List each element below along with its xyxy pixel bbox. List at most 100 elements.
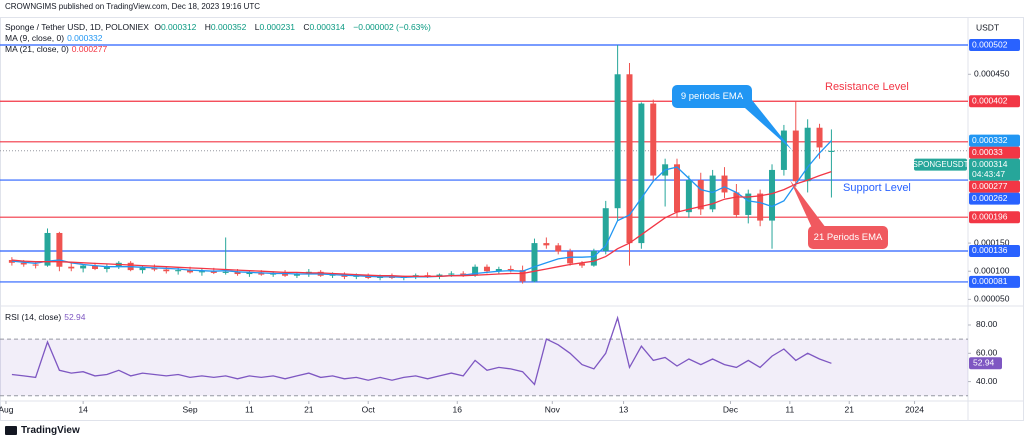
candle-body — [733, 192, 740, 215]
candle-body — [460, 273, 467, 276]
x-tick-label: Sep — [182, 404, 197, 414]
candle-body — [745, 193, 752, 215]
candle-body — [685, 180, 692, 213]
x-tick-label: 21 — [304, 404, 314, 414]
legend-name: MA (21, close, 0) — [5, 44, 69, 54]
c-label: C — [303, 22, 310, 32]
price-label-box — [969, 192, 1020, 205]
price-label-box — [969, 211, 1020, 224]
x-tick-label: 21 — [844, 404, 854, 414]
candle-body — [20, 262, 27, 265]
ohlc: O0.000312 — [154, 22, 199, 32]
price-label: 0.000332 — [969, 134, 1020, 147]
candle-body — [543, 243, 550, 246]
change: −0.000002 (−0.63%) — [353, 22, 431, 32]
rsi-label-box — [969, 357, 1002, 370]
candle-body — [44, 232, 51, 266]
candle-body — [175, 270, 182, 272]
series-line — [11, 140, 832, 279]
candle-body — [222, 271, 229, 273]
price-label: 0.000402 — [969, 95, 1020, 108]
y-tick-label: 0.000450 — [974, 69, 1010, 79]
h-value: 0.000352 — [210, 22, 247, 32]
legend-main: Sponge / Tether USD, 1D, POLONIEX O0.000… — [5, 22, 434, 32]
candle-body — [139, 267, 146, 271]
candle-body — [674, 164, 681, 213]
candle-body — [293, 274, 300, 276]
price-label-box — [969, 275, 1020, 288]
candle-body — [590, 250, 597, 266]
x-tick-label: 2024 — [905, 404, 924, 414]
c-value: 0.000314 — [309, 22, 345, 32]
price-label-box — [969, 134, 1020, 147]
currency: USDT — [976, 22, 999, 32]
legend-value: 0.000332 — [67, 33, 103, 43]
candle-body — [638, 103, 645, 244]
price-label: 0.00033 — [969, 146, 1020, 159]
price-label-text: 0.000136 — [972, 245, 1008, 255]
price-label-text: 0.000277 — [972, 181, 1008, 191]
candle-body — [697, 180, 704, 210]
price-label: 0.000196 — [969, 211, 1020, 224]
candle-body — [68, 266, 75, 269]
symbol-title: Sponge / Tether USD, 1D, POLONIEX — [5, 22, 149, 32]
candle-body — [757, 193, 764, 221]
price-label: 0.000502 — [969, 39, 1020, 52]
candle-body — [578, 263, 585, 266]
candle-body — [507, 268, 514, 271]
series-line — [11, 170, 832, 277]
publisher: CROWNGIMS published on TradingView.com, … — [5, 2, 261, 11]
countdown: 04:43:47 — [972, 169, 1005, 179]
candle-body — [792, 130, 799, 182]
candle-body — [495, 268, 502, 272]
y-tick-label: 80.00 — [976, 319, 998, 329]
price-label: 0.000081 — [969, 275, 1020, 288]
legend-value: 52.94 — [64, 312, 86, 322]
series-line — [11, 315, 832, 386]
price-label-text: 0.000262 — [972, 193, 1008, 203]
candle-body — [210, 271, 217, 273]
l-value: 0.000231 — [259, 22, 295, 32]
y-tick-label: 0.000100 — [974, 265, 1010, 275]
price-label-text: 0.000502 — [972, 39, 1008, 49]
legend-ma9: MA (9, close, 0) 0.000332 — [5, 33, 106, 43]
price-label-box — [969, 146, 1020, 159]
price-label-text: 0.000402 — [972, 96, 1008, 106]
annotation: Support Level — [843, 182, 911, 194]
x-tick-label: 16 — [453, 404, 463, 414]
legend-rsi: RSI (14, close) 52.94 — [5, 312, 89, 322]
l-label: L — [254, 22, 260, 32]
candle-body — [198, 271, 205, 273]
x-tick-label: Aug — [0, 404, 14, 414]
candle-body — [828, 150, 835, 152]
price-label-box — [969, 95, 1020, 108]
y-tick-label: 0.000150 — [974, 237, 1010, 247]
candle-body — [92, 265, 99, 269]
y-tick-label: 60.00 — [976, 348, 998, 358]
candle-body — [614, 74, 621, 209]
candle-body — [246, 272, 253, 275]
callout-box — [808, 226, 888, 249]
symbol-box — [914, 158, 967, 171]
candle-body — [531, 243, 538, 282]
candle-body — [602, 208, 609, 251]
legend-ma21: MA (21, close, 0) 0.000277 — [5, 44, 110, 54]
candle-body — [816, 127, 823, 148]
candle-body — [103, 266, 110, 269]
x-tick-label: Dec — [723, 404, 739, 414]
candle-body — [56, 232, 63, 267]
callout-arrow — [745, 100, 792, 150]
price-label-text: 0.000196 — [972, 211, 1008, 221]
callout-box — [672, 85, 752, 108]
x-tick-label: Nov — [545, 404, 561, 414]
x-tick-label: 13 — [619, 404, 629, 414]
rsi-label-text: 52.94 — [973, 358, 995, 368]
candle-body — [282, 272, 289, 276]
candle-body — [780, 130, 787, 170]
price-label: 0.000262 — [969, 192, 1020, 205]
x-tick-label: 11 — [785, 404, 794, 414]
candle-body — [626, 74, 633, 244]
